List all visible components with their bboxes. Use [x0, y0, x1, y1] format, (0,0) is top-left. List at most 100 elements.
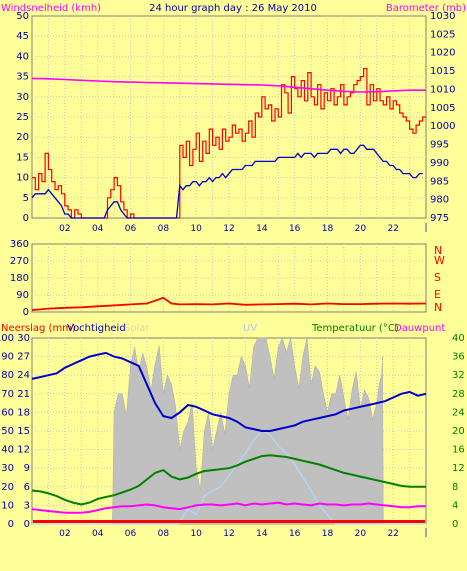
- humidity-y-tick: 20: [1, 482, 14, 493]
- wind-y-tick: 25: [16, 112, 29, 123]
- temperature-y-tick: 0: [452, 519, 458, 530]
- rain-y-tick: 27: [17, 352, 30, 363]
- solar-label: Solar: [124, 323, 150, 334]
- direction-y-tick: 180: [10, 273, 29, 284]
- barometer-y-tick: 1020: [430, 48, 455, 59]
- wind-y-tick: 35: [16, 72, 29, 83]
- rain-y-tick: 3: [24, 500, 30, 511]
- chart-title: 24 hour graph day : 26 May 2010: [149, 3, 317, 14]
- temperature-y-tick: 28: [452, 389, 465, 400]
- barometer-y-tick: 1010: [430, 84, 455, 95]
- direction-series: [31, 296, 427, 311]
- direction-y-tick: 0: [23, 307, 29, 318]
- humidity-y-tick: 30: [1, 463, 14, 474]
- wind-y-tick: 30: [16, 92, 29, 103]
- x-tick-label: 12: [223, 224, 234, 234]
- temperature-y-tick: 12: [452, 463, 465, 474]
- temperature-y-tick: 8: [452, 482, 458, 493]
- humidity-y-tick: 100: [0, 333, 14, 344]
- barometer-line: [31, 77, 426, 93]
- rain-axis-title: Neerslag (mm): [1, 323, 76, 334]
- x-tick-label: 18: [322, 529, 334, 539]
- rain-y-tick: 30: [17, 333, 30, 344]
- x-tick-label: 22: [387, 529, 398, 539]
- barometer-y-tick: 975: [430, 213, 449, 224]
- temperature-y-tick: 40: [452, 333, 465, 344]
- x-tick-end: |: [424, 223, 427, 233]
- rain-y-tick: 12: [17, 445, 30, 456]
- wind-y-tick: 10: [16, 173, 29, 184]
- uv-label: UV: [243, 323, 257, 334]
- barometer-y-tick: 980: [430, 195, 449, 206]
- x-tick-label: 08: [158, 224, 170, 234]
- wind-y-tick: 20: [16, 132, 29, 143]
- x-tick-label: 18: [322, 224, 334, 234]
- rain-y-tick: 6: [24, 482, 30, 493]
- x-tick-label: 12: [223, 529, 234, 539]
- x-tick-label: 14: [256, 224, 268, 234]
- barometer-y-tick: 1025: [430, 29, 455, 40]
- average-wind-line: [31, 144, 423, 219]
- x-tick-label: 04: [92, 529, 104, 539]
- wind-series: [31, 67, 426, 219]
- humidity-y-tick: 80: [1, 370, 14, 381]
- direction-y-tick: 360: [10, 239, 29, 250]
- humidity-y-tick: 10: [1, 500, 14, 511]
- rain-y-tick: 21: [17, 389, 30, 400]
- x-tick-label: 04: [92, 224, 104, 234]
- compass-label: E: [434, 288, 441, 301]
- x-tick-label: 10: [190, 224, 202, 234]
- wind-grid: [32, 16, 426, 218]
- x-tick-label: 14: [256, 529, 268, 539]
- temperature-y-tick: 36: [452, 352, 465, 363]
- rain-y-tick: 15: [17, 426, 30, 437]
- humidity-y-tick: 40: [1, 445, 14, 456]
- x-tick-label: 08: [158, 529, 170, 539]
- humidity-y-tick: 50: [1, 426, 14, 437]
- direction-grid: [32, 244, 426, 312]
- dewpoint-line: [31, 501, 426, 514]
- rain-y-tick: 18: [17, 407, 30, 418]
- compass-label: N: [434, 301, 442, 314]
- x-tick-end: |: [424, 528, 427, 538]
- barometer-y-tick: 985: [430, 176, 449, 187]
- humidity-line: [31, 351, 427, 432]
- x-tick-label: 06: [125, 529, 137, 539]
- wind-y-tick: 5: [23, 193, 29, 204]
- temperature-y-tick: 20: [452, 426, 465, 437]
- x-tick-label: 16: [289, 224, 301, 234]
- barometer-y-tick: 990: [430, 158, 449, 169]
- direction-y-tick: 270: [10, 256, 29, 267]
- temperature-y-tick: 24: [452, 407, 465, 418]
- wind-y-tick: 50: [16, 11, 29, 22]
- wind-speed-axis-title: Windsnelheid (kmh): [1, 3, 101, 14]
- barometer-axis-title: Barometer (mb): [386, 3, 466, 14]
- climate-series: [31, 337, 427, 525]
- temperature-line: [31, 454, 426, 506]
- barometer-y-tick: 1005: [430, 103, 455, 114]
- x-tick-label: 10: [190, 529, 202, 539]
- dewpoint-axis-title: Dauwpunt: [394, 323, 445, 334]
- wind-y-tick: 15: [16, 152, 29, 163]
- humidity-y-tick: 90: [1, 352, 14, 363]
- solar-area: [32, 337, 426, 525]
- x-tick-label: 02: [59, 529, 70, 539]
- temperature-y-tick: 4: [452, 500, 458, 511]
- temperature-axis-title: Temperatuur (°C): [311, 323, 399, 334]
- humidity-y-tick: 60: [1, 407, 14, 418]
- wind-y-tick: 0: [23, 213, 29, 224]
- compass-label: W: [434, 254, 445, 267]
- temperature-y-tick: 32: [452, 370, 465, 381]
- axis-ticks: 0510152025303540455097598098599099510001…: [0, 11, 465, 539]
- rain-y-tick: 24: [17, 370, 30, 381]
- humidity-axis-title: Vochtigheid: [67, 323, 126, 334]
- compass-label: N: [434, 244, 442, 257]
- humidity-y-tick: 0: [8, 519, 14, 530]
- x-tick-label: 20: [355, 529, 367, 539]
- temperature-y-tick: 16: [452, 445, 465, 456]
- rain-bar: [33, 520, 425, 523]
- rain-y-tick: 9: [24, 463, 30, 474]
- humidity-y-tick: 70: [1, 389, 14, 400]
- wind-y-tick: 45: [16, 31, 29, 42]
